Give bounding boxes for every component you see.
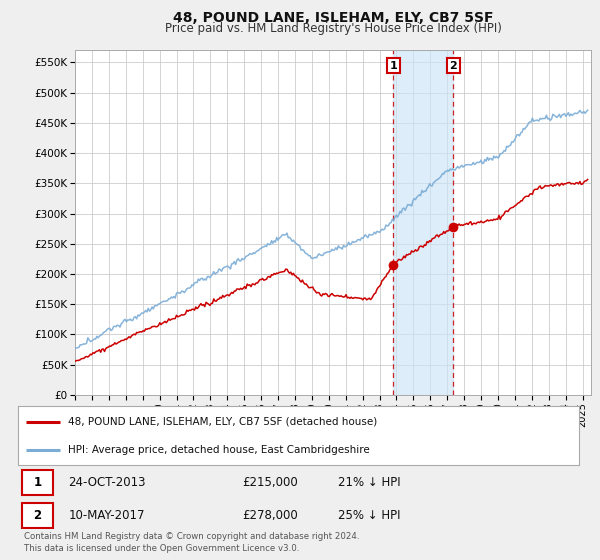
Text: 48, POUND LANE, ISLEHAM, ELY, CB7 5SF (detached house): 48, POUND LANE, ISLEHAM, ELY, CB7 5SF (d… bbox=[68, 417, 378, 427]
Text: 1: 1 bbox=[389, 60, 397, 71]
Text: 24-OCT-2013: 24-OCT-2013 bbox=[68, 477, 146, 489]
Text: 1: 1 bbox=[34, 477, 41, 489]
Text: £278,000: £278,000 bbox=[242, 509, 298, 522]
Text: Price paid vs. HM Land Registry's House Price Index (HPI): Price paid vs. HM Land Registry's House … bbox=[164, 22, 502, 35]
Text: 21% ↓ HPI: 21% ↓ HPI bbox=[338, 477, 400, 489]
Text: 10-MAY-2017: 10-MAY-2017 bbox=[68, 509, 145, 522]
Text: 48, POUND LANE, ISLEHAM, ELY, CB7 5SF: 48, POUND LANE, ISLEHAM, ELY, CB7 5SF bbox=[173, 11, 493, 25]
FancyBboxPatch shape bbox=[22, 470, 53, 496]
FancyBboxPatch shape bbox=[22, 503, 53, 528]
Text: £215,000: £215,000 bbox=[242, 477, 298, 489]
Text: 25% ↓ HPI: 25% ↓ HPI bbox=[338, 509, 400, 522]
Text: 2: 2 bbox=[449, 60, 457, 71]
Bar bbox=[394, 50, 453, 395]
Text: HPI: Average price, detached house, East Cambridgeshire: HPI: Average price, detached house, East… bbox=[68, 445, 370, 455]
Text: Contains HM Land Registry data © Crown copyright and database right 2024.
This d: Contains HM Land Registry data © Crown c… bbox=[24, 532, 359, 553]
Text: 2: 2 bbox=[34, 509, 41, 522]
